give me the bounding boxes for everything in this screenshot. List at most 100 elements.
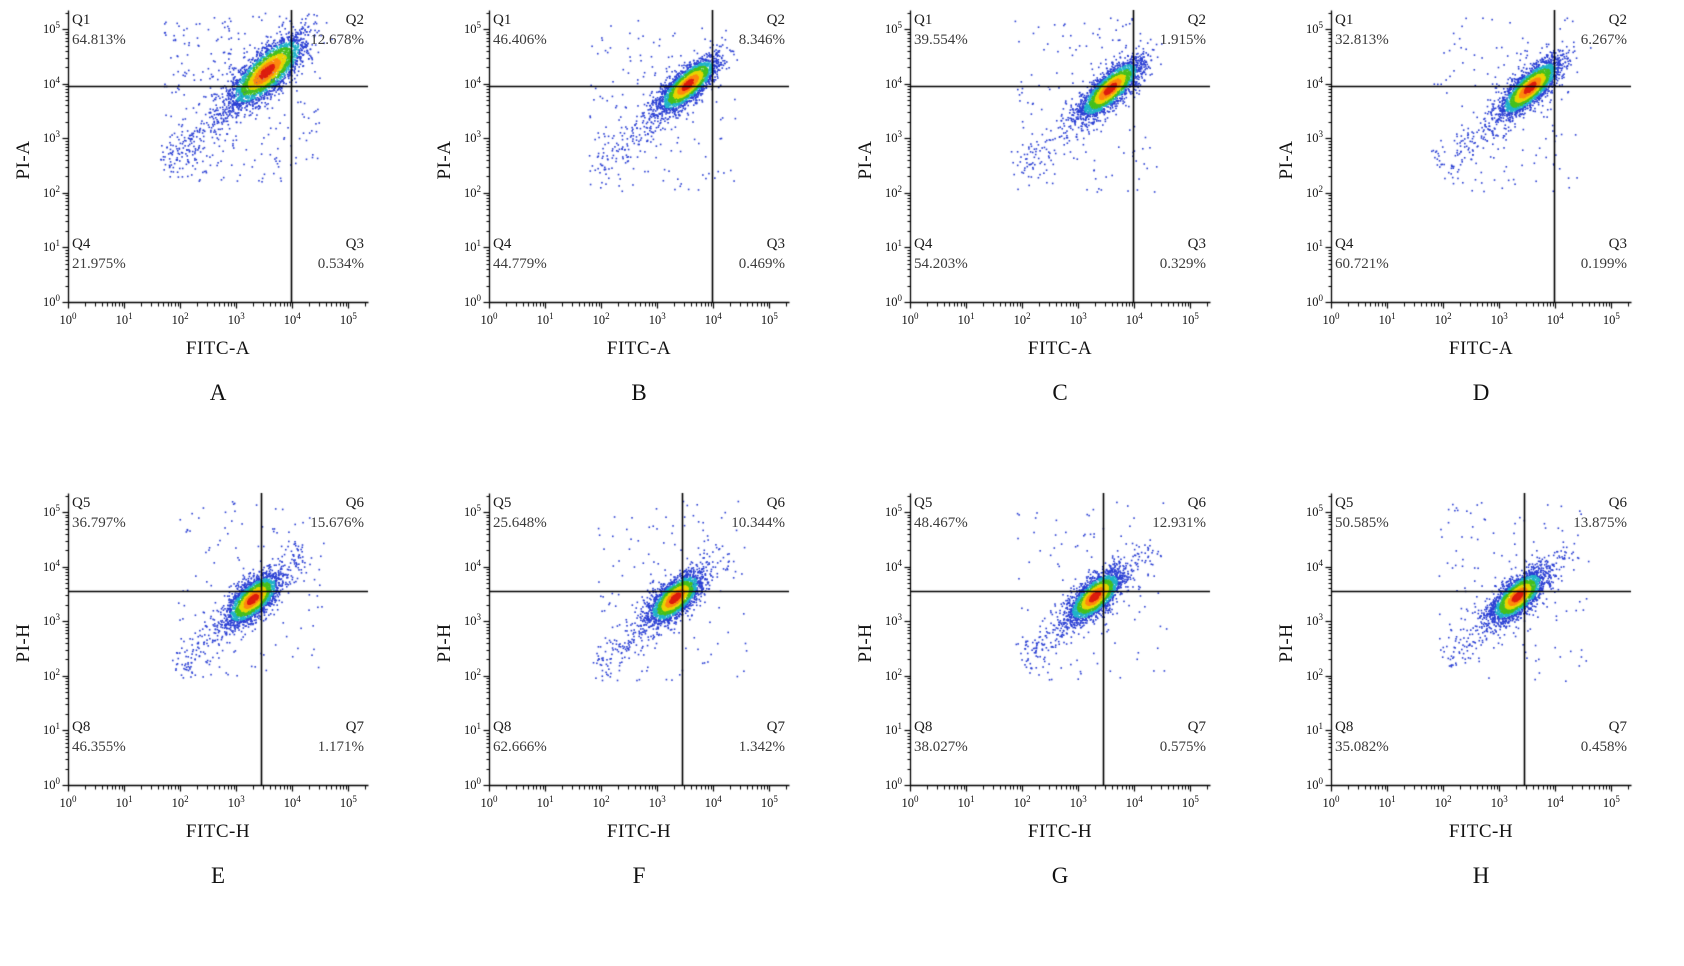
x-tick-label: 100	[480, 794, 498, 811]
x-tick-label: 103	[1069, 311, 1087, 328]
quadrant-value-q1: 39.554%	[914, 32, 968, 48]
y-tick-label: 104	[885, 557, 902, 574]
quadrant-label-q2: Q2	[766, 12, 785, 28]
quadrant-value-q2: 8.346%	[738, 32, 785, 48]
quadrant-label-q7: Q7	[1187, 719, 1206, 735]
y-tick-label: 103	[1306, 612, 1323, 629]
panel-letter: B	[631, 380, 647, 405]
x-tick-label: 100	[901, 794, 919, 811]
panel-h: PI-H Q5 50.585% Q6 13.875% Q8 35.082% Q7…	[1263, 483, 1684, 966]
x-tick-label: 100	[901, 311, 919, 328]
y-tick-label: 102	[464, 183, 481, 200]
quadrant-value-q1: 32.813%	[1335, 32, 1389, 48]
panel-c: PI-A Q1 39.554% Q2 1.915% Q4 54.203% Q3 …	[842, 0, 1263, 483]
scatter-plot-canvas	[842, 483, 1263, 966]
quadrant-value-q3: 0.329%	[1159, 256, 1206, 272]
quadrant-value-q3: 0.199%	[1580, 256, 1627, 272]
x-tick-label: 103	[648, 311, 666, 328]
y-tick-label: 104	[464, 74, 481, 91]
quadrant-label-q4: Q4	[72, 236, 91, 252]
y-tick-label: 101	[43, 721, 60, 738]
x-axis-title: FITC-H	[185, 821, 251, 842]
x-axis-title: FITC-H	[1448, 821, 1514, 842]
x-tick-label: 103	[1069, 794, 1087, 811]
quadrant-value-q4: 21.975%	[72, 256, 126, 272]
y-tick-label: 100	[885, 293, 902, 310]
x-axis-title: FITC-A	[1027, 338, 1093, 359]
x-tick-label: 103	[227, 311, 245, 328]
y-tick-label: 101	[1306, 721, 1323, 738]
y-tick-label: 105	[1306, 503, 1323, 520]
x-tick-label: 105	[760, 311, 778, 328]
x-tick-label: 101	[1378, 794, 1396, 811]
panel-letter: H	[1472, 863, 1490, 888]
y-tick-label: 100	[464, 293, 481, 310]
y-tick-label: 102	[1306, 183, 1323, 200]
quadrant-label-q2: Q2	[1608, 12, 1627, 28]
panel-a: PI-A Q1 64.813% Q2 12.678% Q4 21.975% Q3…	[0, 0, 421, 483]
y-tick-label: 100	[885, 776, 902, 793]
y-tick-label: 105	[1306, 20, 1323, 37]
y-tick-label: 105	[464, 20, 481, 37]
quadrant-value-q4: 44.779%	[493, 256, 547, 272]
quadrant-label-q5: Q5	[914, 495, 933, 511]
scatter-plot-canvas	[1263, 0, 1684, 483]
quadrant-label-q5: Q5	[1335, 495, 1354, 511]
quadrant-value-q5: 25.648%	[493, 515, 547, 531]
quadrant-value-q5: 48.467%	[914, 515, 968, 531]
scatter-plot-canvas	[0, 0, 421, 483]
x-tick-label: 104	[283, 794, 301, 811]
quadrant-label-q4: Q4	[1335, 236, 1354, 252]
quadrant-value-q7: 1.342%	[738, 739, 785, 755]
quadrant-label-q8: Q8	[493, 719, 512, 735]
x-tick-label: 103	[227, 794, 245, 811]
x-tick-label: 101	[115, 794, 133, 811]
quadrant-label-q6: Q6	[345, 495, 364, 511]
panel-letter: G	[1051, 863, 1069, 888]
quadrant-value-q4: 54.203%	[914, 256, 968, 272]
quadrant-value-q7: 0.575%	[1159, 739, 1206, 755]
quadrant-value-q2: 6.267%	[1580, 32, 1627, 48]
x-tick-label: 102	[171, 794, 189, 811]
quadrant-label-q6: Q6	[1187, 495, 1206, 511]
y-tick-label: 104	[1306, 74, 1323, 91]
panel-f: PI-H Q5 25.648% Q6 10.344% Q8 62.666% Q7…	[421, 483, 842, 966]
quadrant-label-q2: Q2	[345, 12, 364, 28]
quadrant-value-q2: 1.915%	[1159, 32, 1206, 48]
y-tick-label: 102	[885, 183, 902, 200]
y-tick-label: 103	[885, 612, 902, 629]
x-tick-label: 103	[1490, 311, 1508, 328]
quadrant-label-q5: Q5	[72, 495, 91, 511]
quadrant-value-q7: 0.458%	[1580, 739, 1627, 755]
quadrant-value-q2: 12.678%	[310, 32, 364, 48]
quadrant-label-q4: Q4	[493, 236, 512, 252]
y-tick-label: 102	[464, 666, 481, 683]
x-tick-label: 105	[339, 794, 357, 811]
y-tick-label: 105	[464, 503, 481, 520]
y-tick-label: 102	[1306, 666, 1323, 683]
scatter-plot-canvas	[0, 483, 421, 966]
x-tick-label: 102	[592, 794, 610, 811]
x-tick-label: 105	[1181, 311, 1199, 328]
y-tick-label: 103	[1306, 129, 1323, 146]
x-tick-label: 100	[59, 311, 77, 328]
x-tick-label: 102	[1434, 794, 1452, 811]
quadrant-label-q3: Q3	[1608, 236, 1627, 252]
y-tick-label: 101	[885, 721, 902, 738]
y-tick-label: 105	[885, 20, 902, 37]
quadrant-label-q1: Q1	[914, 12, 933, 28]
x-axis-title: FITC-H	[606, 821, 672, 842]
x-tick-label: 101	[957, 311, 975, 328]
x-tick-label: 101	[536, 794, 554, 811]
x-tick-label: 101	[1378, 311, 1396, 328]
x-tick-label: 102	[1013, 794, 1031, 811]
panel-letter: E	[210, 863, 226, 888]
panel-b: PI-A Q1 46.406% Q2 8.346% Q4 44.779% Q3 …	[421, 0, 842, 483]
x-axis-title: FITC-A	[185, 338, 251, 359]
x-axis-title: FITC-A	[606, 338, 672, 359]
x-tick-label: 100	[1322, 311, 1340, 328]
y-tick-label: 102	[43, 183, 60, 200]
x-tick-label: 103	[1490, 794, 1508, 811]
y-tick-label: 102	[885, 666, 902, 683]
